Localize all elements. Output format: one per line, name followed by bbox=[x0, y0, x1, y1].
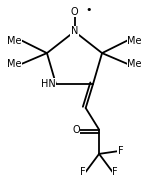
Text: F: F bbox=[112, 167, 118, 177]
Text: HN: HN bbox=[41, 79, 56, 89]
Text: F: F bbox=[118, 146, 123, 156]
Text: Me: Me bbox=[7, 35, 22, 46]
Text: Me: Me bbox=[127, 59, 142, 69]
Text: •: • bbox=[85, 5, 92, 15]
Text: O: O bbox=[72, 125, 80, 135]
Text: Me: Me bbox=[7, 59, 22, 69]
Text: Me: Me bbox=[127, 35, 142, 46]
Text: F: F bbox=[80, 167, 86, 177]
Text: O: O bbox=[71, 7, 78, 17]
Text: N: N bbox=[71, 26, 78, 37]
